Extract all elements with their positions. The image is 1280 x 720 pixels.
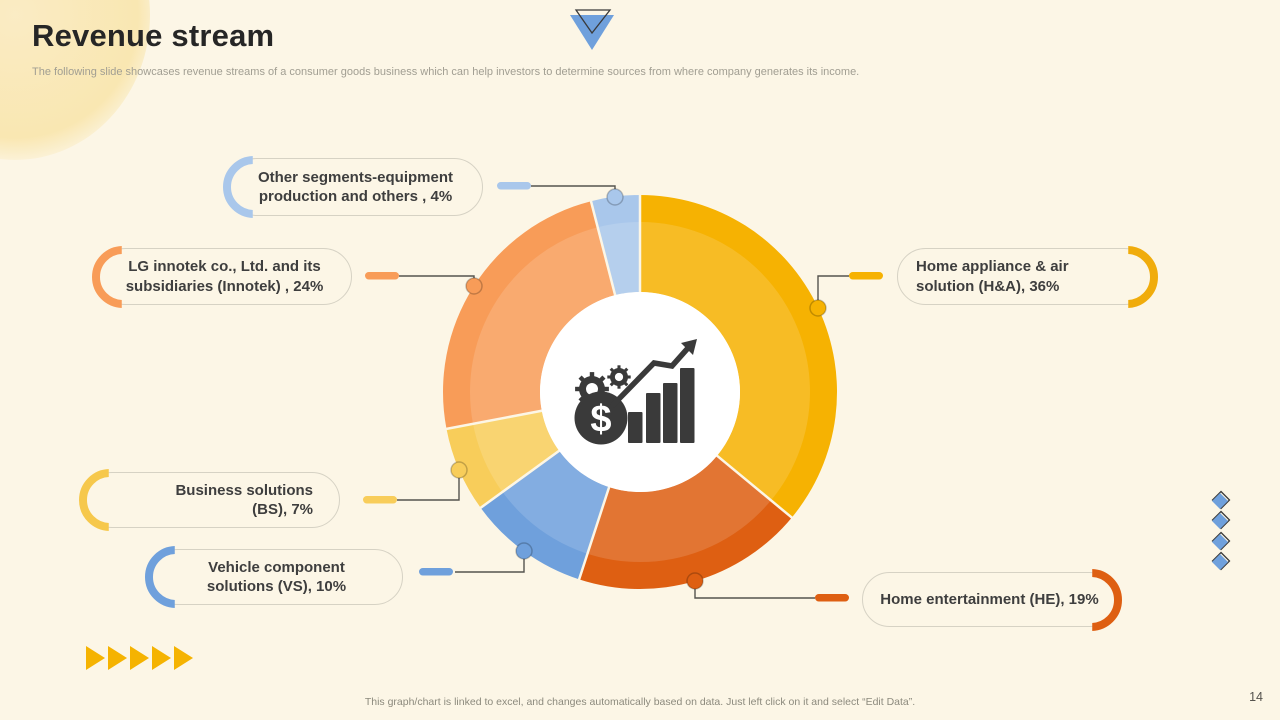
- page-subtitle: The following slide showcases revenue st…: [32, 66, 860, 78]
- donut-center: [540, 292, 740, 492]
- callout-dash: [363, 496, 397, 504]
- segment-separator: [577, 484, 611, 582]
- label-text: Business solutions (BS), 7%: [175, 481, 313, 518]
- arrow-decoration: [130, 646, 149, 670]
- dollar-sign: $: [590, 399, 611, 441]
- callout-dash: [849, 272, 883, 280]
- callout-line: [694, 581, 815, 599]
- callout-line: [531, 185, 616, 197]
- callout-label-home-appliance: Home appliance & air solution (H&A), 36%: [897, 245, 1158, 308]
- callout-line: [399, 275, 475, 286]
- callout-marker: [465, 277, 483, 295]
- segment-separator: [589, 198, 617, 298]
- donut-segment-2[interactable]: [480, 450, 610, 580]
- donut-segment-4[interactable]: [443, 201, 616, 429]
- arrow-decoration: [174, 646, 193, 670]
- callout-dash: [815, 594, 849, 602]
- label-text: LG innotek co., Ltd. and its subsidiarie…: [125, 258, 324, 295]
- callout-marker: [515, 542, 533, 560]
- callout-label-other-segments: Other segments-equipment production and …: [223, 156, 483, 218]
- callout-dash: [497, 182, 531, 190]
- triangle-outline-decoration: [574, 9, 612, 35]
- label-text: Vehicle component solutions (VS), 10%: [206, 558, 347, 595]
- diamond-decoration: [1212, 493, 1228, 509]
- callout-marker: [686, 572, 704, 590]
- label-text: Home entertainment (HE), 19%: [880, 590, 1099, 608]
- diamond-decoration: [1212, 534, 1228, 550]
- diamond-decoration: [1212, 554, 1228, 570]
- donut-segment-0[interactable]: [640, 195, 837, 518]
- segment-separator: [444, 409, 544, 431]
- callout-line: [817, 275, 849, 308]
- footer-note: This graph/chart is linked to excel, and…: [364, 696, 916, 708]
- page-title: Revenue stream: [32, 18, 275, 53]
- diamond-outline-decoration: [1211, 551, 1231, 571]
- callout-dash: [419, 568, 453, 576]
- callout-label-business-solutions: Business solutions (BS), 7%: [79, 469, 340, 531]
- diamond-outline-decoration: [1211, 490, 1231, 510]
- callout-dash: [365, 272, 399, 280]
- page-number: 14: [1249, 690, 1263, 704]
- donut-segment-5[interactable]: [591, 195, 640, 296]
- diamond-outline-decoration: [1211, 510, 1231, 530]
- diamond-decoration: [1212, 513, 1228, 529]
- callout-marker: [606, 188, 624, 206]
- callout-line: [397, 470, 460, 501]
- callout-line: [455, 551, 525, 573]
- arrow-decoration: [86, 646, 105, 670]
- callout-marker: [450, 461, 468, 479]
- segment-separator: [478, 448, 562, 510]
- arrow-decoration: [152, 646, 171, 670]
- callout-label-vehicle-component: Vehicle component solutions (VS), 10%: [145, 546, 403, 608]
- segment-separator: [714, 453, 795, 520]
- diamond-outline-decoration: [1211, 531, 1231, 551]
- donut-segment-1[interactable]: [579, 455, 792, 589]
- callout-marker: [809, 299, 827, 317]
- callout-label-home-entertainment: Home entertainment (HE), 19%: [862, 568, 1122, 631]
- label-text: Other segments-equipment production and …: [257, 168, 454, 205]
- label-text: Home appliance & air solution (H&A), 36%: [916, 258, 1069, 295]
- donut-segment-3[interactable]: [446, 410, 560, 508]
- callout-label-lg-innotek: LG innotek co., Ltd. and its subsidiarie…: [92, 245, 352, 308]
- growth-dollar-icon: $: [574, 339, 697, 445]
- arrow-decoration: [108, 646, 127, 670]
